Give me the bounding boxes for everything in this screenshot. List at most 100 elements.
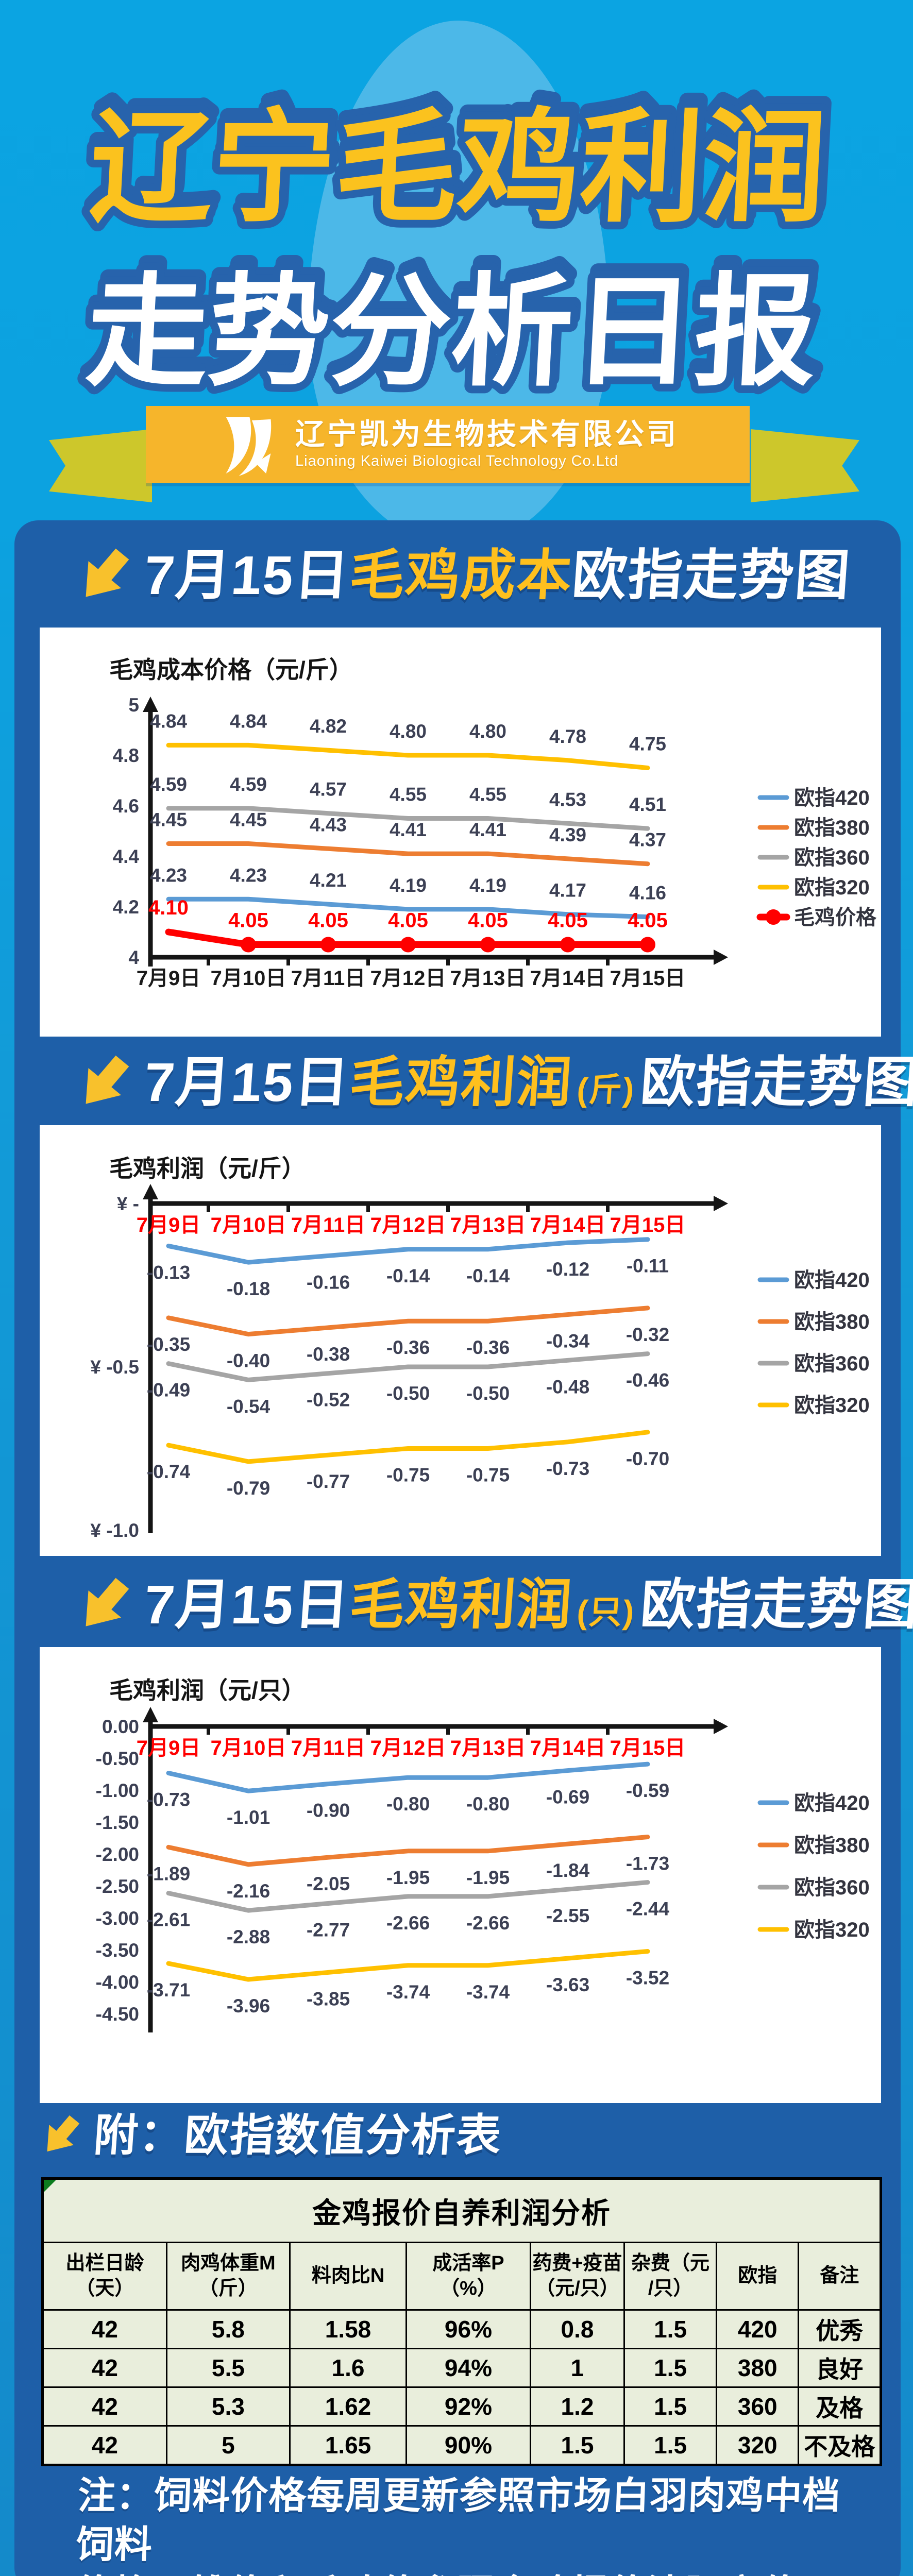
data-label: 4.51 [629,794,666,815]
section-title: 7月15日毛鸡利润(只)欧指走势图 [142,1574,913,1635]
y-tick-label: ¥ -1.0 [90,1520,139,1541]
x-tick-label: 7月15日 [610,1214,686,1236]
data-label: -1.89 [147,1863,190,1884]
y-tick-label: -4.50 [96,2004,139,2025]
data-label: 4.55 [390,784,427,805]
table-cell: 42 [42,2386,167,2427]
y-tick-label: -1.00 [96,1780,139,1801]
data-label: -3.96 [227,1995,270,2016]
data-label: 4.78 [549,726,586,747]
hero-line1-shadow: 辽宁毛鸡利润 [89,92,832,229]
table-cell: 42 [42,2309,167,2349]
table-cell: 1.5 [623,2309,718,2349]
table-row: 42 5 1.65 90% 1.5 1.5 320 不及格 [42,2425,882,2466]
table-cell: 90% [405,2425,531,2466]
table-header-cell: 肉鸡体重M （斤） [165,2242,291,2311]
table-cell: 不及格 [798,2425,882,2466]
y-tick-label: -1.50 [96,1812,139,1833]
series-marker [241,937,256,953]
data-label: 4.45 [150,809,187,831]
x-tick-label: 7月13日 [450,1214,526,1236]
legend-label: 欧指360 [794,1876,870,1899]
table-cell: 良好 [798,2348,882,2388]
data-label: -0.80 [466,1793,510,1815]
table-cell: 380 [716,2348,800,2388]
data-label: -0.14 [386,1265,430,1286]
excel-corner-marker [44,2180,56,2192]
data-label: -0.14 [466,1265,510,1286]
data-label: -0.36 [466,1337,510,1358]
chart-title: 毛鸡成本价格（元/斤） [109,656,353,683]
table-header-cell: 药费+疫苗 （元/只） [529,2242,625,2311]
data-label: -0.74 [147,1461,191,1482]
data-label: -0.79 [227,1478,270,1499]
legend-label: 欧指380 [794,1834,870,1857]
table-cell: 5.3 [165,2386,291,2427]
x-tick-label: 7月11日 [291,967,366,990]
data-label: -0.46 [626,1370,669,1391]
arrow-icon [86,1578,129,1626]
data-label: -0.73 [147,1789,190,1810]
chart-title: 毛鸡利润（元/只） [109,1677,306,1704]
table-cell: 1.65 [289,2425,408,2466]
data-label: -2.61 [147,1909,190,1930]
note-text: 注：饲料价格每周更新参照市场白羽肉鸡中档饲料 价格，雏价和毛鸡价参照金鸡报价沈阳… [74,2472,841,2576]
note-line2: 价格，雏价和毛鸡价参照金鸡报价沈阳高价。 [74,2570,838,2576]
table-cell: 92% [405,2386,531,2427]
series-line [166,896,650,920]
data-label: 4.23 [230,865,267,886]
table-header-cell: 欧指 [716,2242,800,2311]
table-cell: 96% [405,2309,531,2349]
y-tick-label: -3.00 [96,1908,139,1929]
data-label: -0.90 [307,1800,350,1821]
data-label: -0.13 [147,1262,190,1283]
legend-label: 欧指420 [794,1269,870,1292]
data-label: -0.59 [626,1780,669,1801]
data-label: 4.05 [468,909,508,932]
data-label: -0.48 [546,1376,589,1397]
table-cell: 360 [716,2386,800,2427]
data-label: -0.38 [307,1344,350,1365]
y-tick-label: ¥ -0.5 [90,1357,139,1378]
table-cell: 94% [405,2348,531,2388]
series-line [166,841,650,867]
data-label: 4.55 [469,784,506,805]
data-label: 4.19 [469,875,506,896]
x-tick-label: 7月9日 [137,1214,201,1236]
arrow-icon [86,1055,129,1104]
y-tick-label: -4.00 [96,1972,139,1993]
data-label: 4.82 [310,716,347,737]
note-line1: 注：饲料价格每周更新参照市场白羽肉鸡中档饲料 [75,2475,841,2566]
legend-label: 欧指360 [794,846,870,869]
legend-label: 欧指420 [794,1792,870,1815]
data-label: -3.52 [626,1967,669,1988]
x-tick-label: 7月13日 [450,1737,526,1759]
y-tick-label: -2.00 [96,1844,139,1865]
data-label: -2.16 [227,1880,270,1902]
data-label: -0.73 [546,1458,589,1479]
series-line [166,1237,650,1265]
section-title: 附：欧指数值分析表 [92,2111,504,2160]
analysis-table: 金鸡报价自养利润分析 出栏日龄 （天） 肉鸡体重M （斤） 料肉比N 成活率P （%） 药费+疫… [41,2177,882,2466]
series-line [166,806,650,831]
company-banner: 辽宁凯为生物技术有限公司 Liaoning Kaiwei Biological … [146,406,750,483]
company-logo-icon [226,417,272,476]
data-label: 4.57 [310,779,347,800]
data-label: 4.41 [469,819,506,840]
ribbon-tail-left [49,429,152,502]
data-label: 4.39 [549,824,586,845]
data-label: -3.85 [307,1988,350,2009]
x-tick-label: 7月14日 [530,967,606,990]
y-tick-label: ¥ - [117,1193,139,1214]
x-tick-label: 7月15日 [610,1737,686,1759]
table-header-cell: 成活率P （%） [405,2242,531,2311]
legend-label: 欧指320 [794,876,870,899]
series-line [166,1430,650,1464]
table-cell: 1.5 [623,2386,718,2427]
table-cell: 1.5 [529,2425,625,2466]
data-label: 4.05 [548,909,588,932]
data-label: -0.50 [466,1383,510,1404]
series-line [166,1351,650,1382]
data-label: -3.74 [386,1981,430,2003]
x-tick-label: 7月12日 [370,1737,446,1759]
